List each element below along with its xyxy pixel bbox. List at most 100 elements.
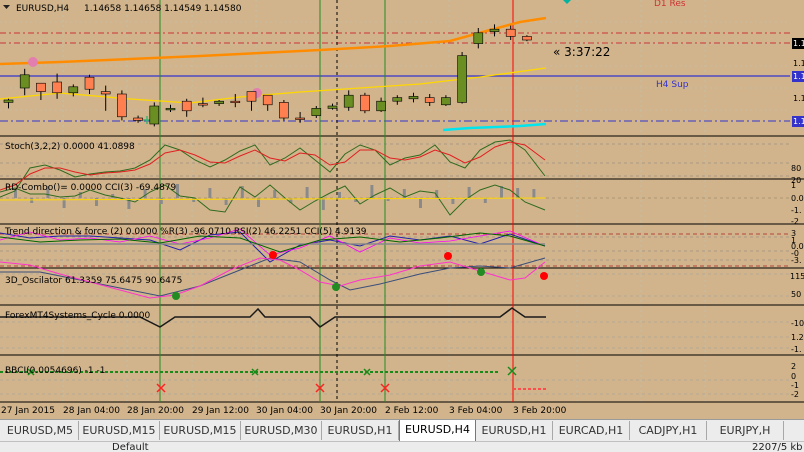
rd-histogram-bar xyxy=(14,190,17,198)
collapse-arrow-icon[interactable] xyxy=(3,5,10,9)
traffic-readout: 2207/5 kb xyxy=(752,442,803,452)
candle-body xyxy=(52,81,62,94)
candle-body xyxy=(230,100,241,103)
chart-tab-eurusd-m30[interactable]: EURUSD,M30 xyxy=(241,421,322,440)
candle-body xyxy=(505,28,516,37)
candle-body xyxy=(424,97,435,103)
candle-body xyxy=(246,91,257,102)
time-tick: 30 Jan 20:00 xyxy=(320,406,377,416)
bbci-cross-markers xyxy=(156,383,390,393)
symbol-title: EURUSD,H4 xyxy=(16,4,69,14)
stoch-signal-line xyxy=(0,141,546,191)
grid-lines xyxy=(0,0,804,403)
buy-signal-dot xyxy=(332,283,340,291)
time-tick: 28 Jan 20:00 xyxy=(127,406,184,416)
rd-histogram-bar xyxy=(159,198,163,204)
time-axis: 27 Jan 2015 28 Jan 04:00 28 Jan 20:00 29… xyxy=(1,406,567,416)
osc3d-line-a xyxy=(0,257,546,297)
chart-tab-bar: EURUSD,M5 EURUSD,M15 EURUSD,M15 EURUSD,M30 E… xyxy=(0,419,804,442)
stoch-label: Stoch(3,2,2) 0.0000 41.0898 xyxy=(5,142,135,152)
sell-signal-dot xyxy=(540,272,548,280)
chart-tab-cadjpy-h1[interactable]: CADJPY,H1 xyxy=(630,421,707,440)
rd-histogram-bar xyxy=(402,189,406,198)
trend-axis-tick: -3. xyxy=(791,256,802,265)
rd-histogram-bar xyxy=(95,198,98,206)
cycle-axis-tick: 1.2 xyxy=(791,333,804,342)
rd-histogram-bar xyxy=(386,198,390,201)
chart-tab-eurusd-m15[interactable]: EURUSD,M15 xyxy=(160,421,241,440)
trend-axis-tick: 3 xyxy=(791,229,796,238)
bbci-axis-tick: -1 xyxy=(791,381,799,390)
time-tick: 30 Jan 04:00 xyxy=(256,406,313,416)
pink-marker xyxy=(28,57,38,67)
candlesticks xyxy=(3,24,536,210)
chart-tab-eurcad-h1[interactable]: EURCAD,H1 xyxy=(553,421,630,440)
rd-histogram-bar xyxy=(354,198,358,202)
rd-cci-line xyxy=(0,184,546,216)
rd-histogram-bar xyxy=(111,194,115,198)
rd-axis-tick: -1. xyxy=(791,206,802,215)
price-tick: 1.1 xyxy=(793,59,804,68)
candle-body xyxy=(457,55,467,103)
cycle-axis-tick: -1. xyxy=(791,345,802,354)
price-tick: 1.1 xyxy=(793,72,804,81)
rd-histogram-bar xyxy=(273,190,277,198)
osc3d-axis-tick: 115 xyxy=(790,272,804,281)
trend-line-d xyxy=(0,232,546,253)
trend-axis-tick: 0.0 xyxy=(791,242,804,251)
price-tick: 1.1 xyxy=(793,94,804,103)
rd-histogram-bar xyxy=(467,187,471,198)
candle-body xyxy=(311,108,322,116)
candle-body xyxy=(198,103,208,106)
rd-histogram-bar xyxy=(208,188,212,198)
candle-body xyxy=(295,117,305,120)
rd-histogram-bar xyxy=(127,198,131,209)
rd-histogram-bar xyxy=(62,198,66,208)
chart-tab-eurusd-h4[interactable]: EURUSD,H4 xyxy=(399,420,476,442)
candle-body xyxy=(522,36,532,41)
chart-tab-eurjpy-h[interactable]: EURJPY,H xyxy=(707,421,784,440)
rd-histogram-bar xyxy=(192,198,196,202)
rd-histogram-bar xyxy=(321,198,325,210)
bbci-axis-tick: 0 xyxy=(791,372,796,381)
candle-body xyxy=(343,94,354,108)
profile-name: Default xyxy=(112,442,149,452)
candle-body xyxy=(19,74,30,89)
rd-histogram-bar xyxy=(435,190,439,198)
rd-histogram-bar xyxy=(338,192,341,198)
buy-signal-dot xyxy=(477,268,485,276)
bbci-axis-tick: 2 xyxy=(791,362,796,371)
price-axis xyxy=(790,0,804,419)
chart-tab-eurusd-m5[interactable]: EURUSD,M5 xyxy=(2,421,79,440)
osc3d-line-b xyxy=(0,257,546,299)
osc3d-axis-tick: 50 xyxy=(791,290,801,299)
buy-signal-dot xyxy=(172,292,180,300)
stoch-axis-tick: 80 xyxy=(791,164,801,173)
candle-body xyxy=(3,99,14,103)
bbci-green-crosses xyxy=(27,366,517,376)
candle-body xyxy=(84,76,95,90)
cycle-line xyxy=(0,307,546,328)
stoch-axis-tick: 20 xyxy=(791,176,801,185)
cyan-line xyxy=(442,122,547,132)
candle-body xyxy=(181,100,192,112)
time-tick: 28 Jan 04:00 xyxy=(63,406,120,416)
candle-body xyxy=(408,96,419,100)
chart-labels: EURUSD,H4 1.14658 1.14658 1.14549 1.1458… xyxy=(3,0,689,376)
time-tick: 3 Feb 04:00 xyxy=(449,406,503,416)
status-bar: Default 2207/5 kb xyxy=(0,441,804,452)
candle-body xyxy=(473,32,484,44)
stoch-main-line xyxy=(0,139,546,198)
chart-tab-eurusd-h1[interactable]: EURUSD,H1 xyxy=(322,421,399,440)
chart-canvas[interactable]: EURUSD,H4 1.14658 1.14658 1.14549 1.1458… xyxy=(0,0,804,419)
candle-body xyxy=(327,105,338,109)
price-tick: 1.1 xyxy=(793,117,804,126)
chart-tab-eurusd-m15[interactable]: EURUSD,M15 xyxy=(79,421,160,440)
candle-body xyxy=(149,105,160,125)
sell-signal-dot xyxy=(444,252,452,260)
chart-tab-eurusd-h1[interactable]: EURUSD,H1 xyxy=(476,421,553,440)
osc3d-label: 3D_Oscilator 61.3359 75.6475 90.6475 xyxy=(5,276,182,286)
teal-arrow-icon xyxy=(563,0,571,4)
candle-body xyxy=(133,117,143,121)
candle-body xyxy=(262,94,273,106)
